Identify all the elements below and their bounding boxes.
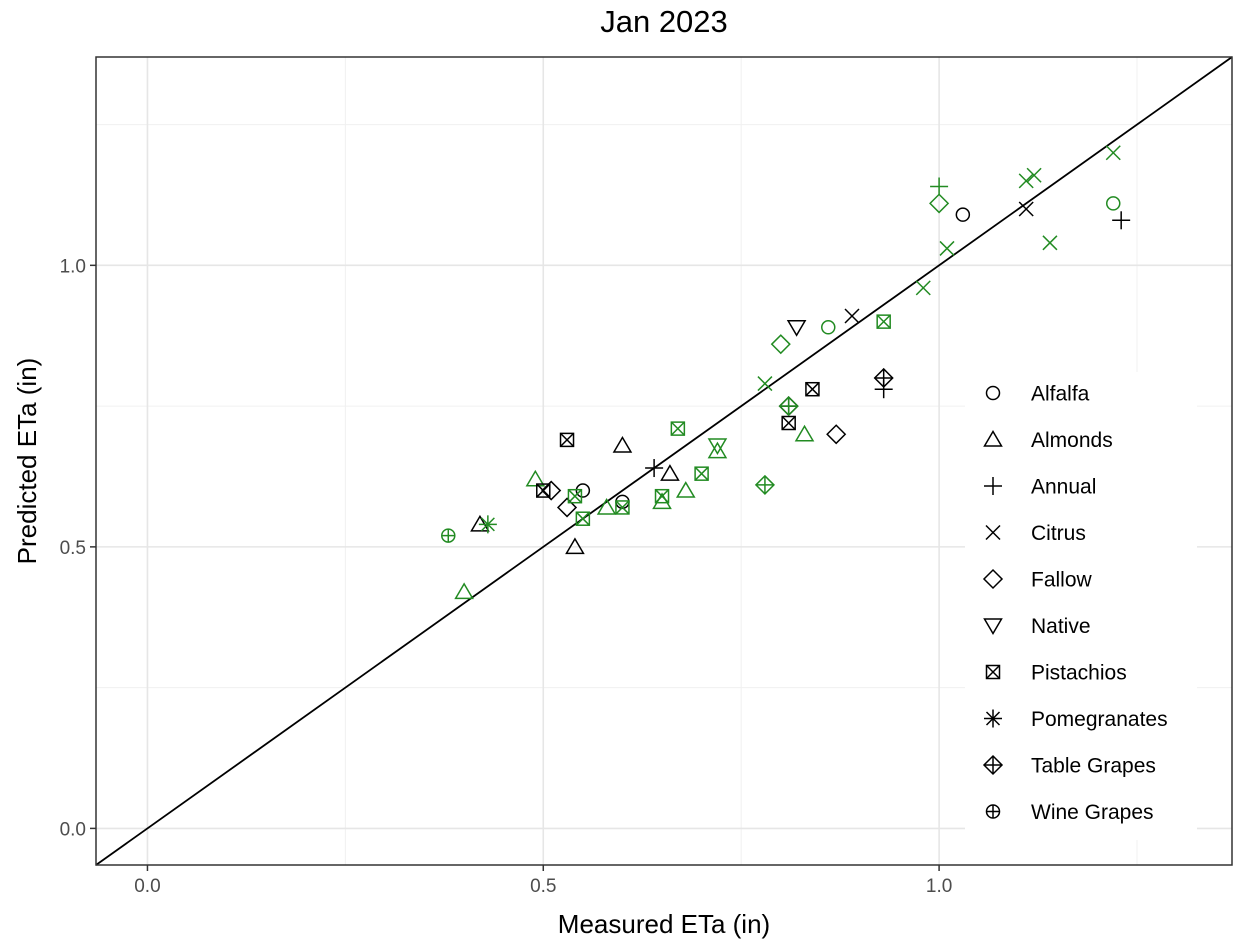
legend-label-annual: Annual — [1031, 476, 1096, 499]
legend-background — [965, 372, 1197, 840]
data-point-alfalfa — [615, 494, 630, 510]
data-point-almonds — [707, 441, 728, 459]
data-point-alfalfa — [955, 207, 971, 222]
data-point-citrus — [757, 376, 773, 392]
data-point-pistachios — [615, 500, 630, 515]
y-axis-ticks: 0.0 0.5 1.0 — [60, 256, 96, 840]
data-point-fallow — [556, 497, 578, 518]
legend-key-fallow — [982, 568, 1004, 590]
legend-label-wine-grapes: Wine Grapes — [1031, 801, 1154, 824]
data-point-citrus — [1018, 173, 1034, 189]
data-point-pistachios — [670, 421, 686, 436]
legend-key-wine-grapes — [985, 804, 1001, 819]
data-point-native — [707, 438, 728, 455]
data-point-alfalfa — [575, 483, 591, 498]
data-point-citrus — [915, 280, 931, 296]
data-point-almonds — [612, 436, 633, 453]
data-point-native — [786, 320, 807, 337]
data-point-pomegranates — [478, 515, 497, 534]
data-point-citrus — [1018, 201, 1034, 217]
data-points — [441, 145, 1131, 600]
legend-label-native: Native — [1031, 615, 1091, 638]
data-point-pistachios — [694, 466, 709, 481]
data-point-fallow — [541, 480, 562, 501]
legend-key-pistachios — [985, 664, 1001, 680]
data-point-almonds — [675, 481, 696, 498]
data-point-pistachios — [876, 314, 891, 329]
data-point-almonds — [454, 582, 474, 600]
y-tick-label: 1.0 — [60, 256, 86, 277]
data-point-pistachios — [536, 483, 551, 498]
legend-key-alfalfa — [985, 385, 1001, 401]
legend-key-pomegranates — [984, 709, 1002, 728]
data-point-annual — [645, 459, 664, 478]
legend-key-almonds — [983, 430, 1003, 447]
data-point-annual — [930, 177, 949, 196]
data-point-almonds — [794, 424, 815, 442]
legend-label-citrus: Citrus — [1031, 522, 1086, 545]
data-point-wine-grapes — [441, 528, 456, 543]
data-point-table-grapes — [754, 474, 775, 495]
legend-key-citrus — [985, 524, 1001, 541]
data-point-pistachios — [567, 488, 583, 504]
data-point-alfalfa — [821, 320, 836, 335]
legend-label-pomegranates: Pomegranates — [1031, 708, 1168, 731]
data-point-citrus — [844, 308, 860, 324]
y-axis-label: Predicted ETa (in) — [12, 358, 42, 565]
data-point-table-grapes — [778, 396, 799, 417]
data-point-almonds — [565, 537, 585, 555]
x-axis-ticks: 0.0 0.5 1.0 — [134, 865, 952, 897]
x-tick-label: 1.0 — [926, 876, 952, 897]
data-point-pistachios — [805, 381, 820, 397]
data-point-pistachios — [559, 432, 575, 448]
data-point-almonds — [596, 497, 617, 515]
reference-line-group — [95, 56, 1233, 866]
x-tick-label: 0.0 — [134, 876, 160, 897]
data-point-fallow — [929, 193, 950, 214]
legend-label-fallow: Fallow — [1031, 569, 1093, 592]
legend-key-table-grapes — [982, 754, 1004, 776]
data-point-alfalfa — [1106, 196, 1121, 211]
x-tick-label: 0.5 — [530, 876, 556, 897]
legend-label-pistachios: Pistachios — [1031, 662, 1127, 685]
data-point-pistachios — [575, 511, 591, 526]
data-point-citrus — [1042, 235, 1058, 251]
data-point-table-grapes — [873, 367, 894, 389]
x-axis-label: Measured ETa (in) — [558, 909, 770, 939]
data-point-fallow — [770, 334, 791, 355]
y-tick-label: 0.5 — [60, 538, 86, 559]
data-point-pistachios — [654, 488, 670, 504]
legend-key-annual — [984, 477, 1002, 495]
data-point-almonds — [525, 469, 546, 487]
data-point-fallow — [826, 424, 847, 445]
data-point-annual — [1112, 211, 1131, 230]
data-point-almonds — [660, 464, 680, 481]
data-point-pistachios — [781, 415, 796, 431]
chart-title: Jan 2023 — [600, 4, 728, 39]
y-tick-label: 0.0 — [60, 819, 86, 840]
legend-label-table-grapes: Table Grapes — [1031, 755, 1156, 778]
plot-border — [95, 56, 1233, 866]
legend-key-native — [983, 618, 1003, 635]
data-point-citrus — [939, 240, 955, 256]
legend-label-alfalfa: Alfalfa — [1031, 383, 1090, 406]
legend-label-almonds: Almonds — [1031, 429, 1113, 452]
data-point-citrus — [1026, 167, 1042, 183]
legend: Alfalfa Almonds Annual Citrus Fallow Native Pi… — [965, 372, 1197, 840]
one-to-one-line — [95, 56, 1233, 866]
data-point-citrus — [1105, 145, 1121, 161]
